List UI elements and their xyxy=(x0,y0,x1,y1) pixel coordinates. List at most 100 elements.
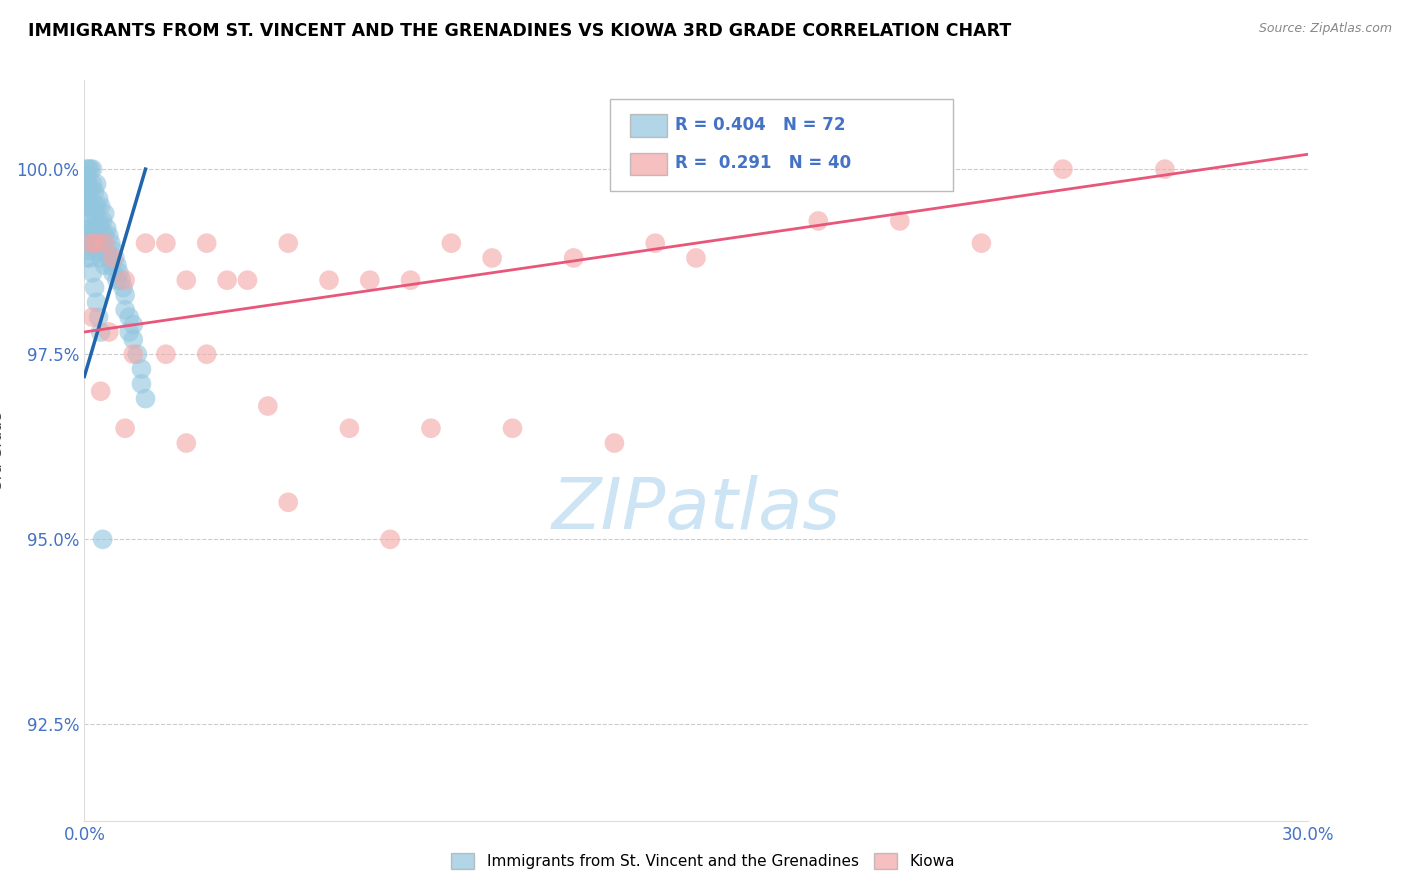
Point xyxy=(118,325,141,339)
Point xyxy=(135,392,157,406)
Text: Source: ZipAtlas.com: Source: ZipAtlas.com xyxy=(1258,22,1392,36)
Text: R =  0.291   N = 40: R = 0.291 N = 40 xyxy=(675,154,851,172)
Point xyxy=(96,221,118,235)
Point xyxy=(93,228,115,243)
Point xyxy=(86,177,108,191)
Point xyxy=(96,244,118,258)
Point xyxy=(75,185,97,199)
Point xyxy=(131,362,153,376)
Point xyxy=(87,310,110,325)
Point xyxy=(90,251,112,265)
Point xyxy=(87,214,110,228)
Point xyxy=(75,199,97,213)
Point xyxy=(114,288,136,302)
Point xyxy=(90,325,112,339)
Point xyxy=(83,280,105,294)
Point xyxy=(685,251,707,265)
Point xyxy=(420,421,443,435)
Point xyxy=(90,199,112,213)
FancyBboxPatch shape xyxy=(630,114,666,136)
Point xyxy=(87,236,110,251)
Point xyxy=(86,295,108,310)
Point xyxy=(97,325,120,339)
Point xyxy=(236,273,259,287)
Point xyxy=(86,244,108,258)
Point xyxy=(114,273,136,287)
Point xyxy=(100,236,122,251)
Point xyxy=(87,192,110,206)
Point xyxy=(339,421,361,435)
Point xyxy=(75,177,97,191)
Point xyxy=(77,206,100,220)
Point xyxy=(155,236,177,251)
Text: R = 0.404   N = 72: R = 0.404 N = 72 xyxy=(675,116,845,134)
Point xyxy=(970,236,993,251)
Point xyxy=(399,273,422,287)
Point xyxy=(101,251,124,265)
FancyBboxPatch shape xyxy=(630,153,666,175)
Point xyxy=(122,318,145,332)
Text: ZIPatlas: ZIPatlas xyxy=(551,475,841,544)
Point xyxy=(86,221,108,235)
Point xyxy=(75,236,97,251)
Point xyxy=(174,273,197,287)
Point xyxy=(155,347,177,361)
Point xyxy=(112,280,135,294)
Y-axis label: 3rd Grade: 3rd Grade xyxy=(0,412,6,489)
Point xyxy=(440,236,463,251)
Point xyxy=(217,273,239,287)
Point xyxy=(75,251,97,265)
Point xyxy=(83,228,105,243)
Point xyxy=(77,162,100,177)
Point xyxy=(77,244,100,258)
Point xyxy=(91,236,114,251)
Point xyxy=(79,199,101,213)
Point xyxy=(77,228,100,243)
Point xyxy=(122,333,145,347)
Point xyxy=(807,214,830,228)
FancyBboxPatch shape xyxy=(610,99,953,191)
Point xyxy=(82,266,104,280)
Point xyxy=(83,206,105,220)
Point xyxy=(79,251,101,265)
Point xyxy=(118,310,141,325)
Point xyxy=(114,421,136,435)
Point xyxy=(131,376,153,391)
Point xyxy=(97,228,120,243)
Point xyxy=(86,236,108,251)
Point xyxy=(318,273,340,287)
Point xyxy=(277,236,299,251)
Point xyxy=(97,251,120,265)
Point xyxy=(90,221,112,235)
Point xyxy=(90,384,112,399)
Point xyxy=(481,251,503,265)
Point xyxy=(114,302,136,317)
Point xyxy=(380,533,402,547)
Point xyxy=(110,273,132,287)
Point xyxy=(79,236,101,251)
Point xyxy=(1154,162,1177,177)
Point xyxy=(174,436,197,450)
Point xyxy=(108,266,131,280)
Point xyxy=(91,533,114,547)
Point xyxy=(82,236,104,251)
Point xyxy=(195,347,218,361)
Point xyxy=(100,259,122,273)
Point xyxy=(277,495,299,509)
Point xyxy=(82,310,104,325)
Point xyxy=(77,192,100,206)
Point xyxy=(93,259,115,273)
Point xyxy=(83,185,105,199)
Point xyxy=(101,266,124,280)
Point xyxy=(82,177,104,191)
Point xyxy=(101,244,124,258)
Point xyxy=(105,259,128,273)
Point xyxy=(562,251,585,265)
Point xyxy=(104,251,127,265)
Point xyxy=(502,421,524,435)
Point xyxy=(86,199,108,213)
Point xyxy=(82,162,104,177)
Point xyxy=(644,236,666,251)
Point xyxy=(105,273,128,287)
Point xyxy=(79,162,101,177)
